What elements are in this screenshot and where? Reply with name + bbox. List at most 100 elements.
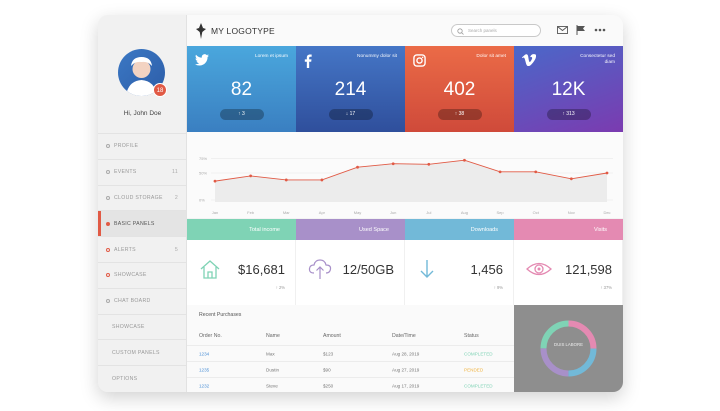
stat-change: ↑ 2% — [275, 285, 285, 290]
recent-purchases-table: Recent Purchases Order No. Name Amount D… — [187, 305, 514, 392]
card-change-badge: ↑ 3 — [219, 109, 264, 120]
stat-change: ↑ 9% — [493, 285, 503, 290]
cell-date: Aug 17, 2019 — [392, 383, 420, 388]
sidebar-item-chat-board[interactable]: CHAT BOARD — [98, 287, 186, 314]
x-tick-label: Jun — [390, 210, 396, 215]
col-header[interactable]: Order No. — [199, 333, 222, 339]
cell-amount: $250 — [323, 383, 334, 388]
order-link[interactable]: 1234 — [199, 351, 210, 356]
cell-name: Max — [266, 351, 275, 356]
status-badge: PENDED — [464, 367, 484, 372]
card-instagram[interactable]: Dolor sit amet 402 ↑ 38 — [405, 46, 514, 132]
sidebar-item-basic-panels[interactable]: BASIC PANELS — [98, 210, 186, 237]
y-tick-label: 0% — [199, 198, 205, 203]
card-description: Consectetur sed diam — [580, 54, 615, 65]
logo-text: MY LOGOTYPE — [211, 26, 275, 36]
sidebar-item-alerts[interactable]: ALERTS 5 — [98, 236, 186, 262]
sidebar-item-showcase-2[interactable]: SHOWCASE — [98, 313, 186, 340]
eye-icon — [526, 262, 552, 276]
order-link[interactable]: 1232 — [199, 383, 210, 388]
x-tick-label: Dec — [603, 210, 610, 215]
cell-name: Steve — [266, 383, 278, 388]
bullet-icon — [106, 144, 110, 149]
cloud-upload-icon — [308, 259, 332, 279]
y-tick-label: 75% — [199, 156, 207, 161]
flag-icon[interactable] — [576, 25, 586, 35]
logo-icon — [196, 23, 206, 39]
area-fill — [215, 160, 607, 202]
col-header[interactable]: Date/Time — [392, 333, 416, 339]
bullet-icon — [106, 170, 110, 175]
card-vimeo[interactable]: Consectetur sed diam 12K ↑ 313 — [514, 46, 623, 132]
sidebar-item-options[interactable]: OPTIONS — [98, 365, 186, 391]
table-row[interactable]: 1232 Steve $250 Aug 17, 2019 COMPLETED — [187, 377, 514, 392]
col-header[interactable]: Status — [464, 333, 479, 339]
cell-date: Aug 28, 2019 — [392, 351, 420, 356]
line-chart-svg: 75% 50% 0% Jan Feb Mar Apr May Jun Jul Aug Sep Oct No… — [199, 156, 613, 215]
notification-badge[interactable]: 18 — [153, 83, 167, 97]
donut-chart[interactable] — [514, 305, 623, 392]
table-row[interactable]: 1234 Max $123 Aug 28, 2019 COMPLETED — [187, 345, 514, 361]
stat-downloads[interactable]: 1,456 ↑ 9% — [405, 240, 514, 305]
col-header[interactable]: Amount — [323, 333, 341, 339]
data-point — [249, 174, 253, 178]
stat-header-visits: Visits — [514, 219, 623, 240]
x-tick-label: Apr — [319, 210, 326, 215]
x-tick-label: Nov — [568, 210, 575, 215]
sidebar-item-custom-panels[interactable]: CUSTOM PANELS — [98, 339, 186, 365]
card-description: Nonummy dolor sit — [357, 54, 397, 59]
card-twitter[interactable]: Lorem et ipsum 82 ↑ 3 — [187, 46, 296, 132]
data-point — [213, 179, 217, 183]
user-greeting: Hi, John Doe — [123, 110, 162, 117]
cell-date: Aug 27, 2019 — [392, 367, 420, 372]
table-row[interactable]: 1235 Dustin $90 Aug 27, 2019 PENDED — [187, 361, 514, 377]
order-link[interactable]: 1235 — [199, 367, 210, 372]
x-tick-label: Jan — [212, 210, 218, 215]
stat-used-space[interactable]: 12/50GB — [296, 240, 405, 305]
data-point — [498, 170, 502, 174]
data-point — [605, 171, 609, 175]
sidebar-item-events[interactable]: EVENTS 11 — [98, 158, 186, 185]
data-point — [534, 170, 538, 174]
donut-segment-blue — [540, 320, 597, 377]
y-tick-label: 50% — [199, 171, 207, 176]
card-change-badge: ↑ 313 — [546, 109, 591, 120]
stat-income[interactable]: $16,681 ↑ 2% — [187, 240, 296, 305]
card-change-badge: ↑ 38 — [437, 109, 482, 120]
table-header: Order No. Name Amount Date/Time Status — [187, 330, 514, 342]
stat-header-downloads: Downloads — [405, 219, 514, 240]
data-point — [427, 162, 431, 166]
social-cards: Lorem et ipsum 82 ↑ 3 Nonummy dolor sit … — [187, 46, 623, 132]
col-header[interactable]: Name — [266, 333, 280, 339]
sidebar-item-profile[interactable]: PROFILE — [98, 133, 186, 159]
logo[interactable]: MY LOGOTYPE — [195, 23, 275, 39]
twitter-icon — [195, 54, 209, 66]
x-tick-label: Sep — [497, 210, 505, 215]
dashboard-window: 18 Hi, John Doe PROFILE EVENTS 11 CLOUD S… — [98, 15, 623, 392]
events-count: 11 — [172, 169, 178, 176]
sidebar-item-showcase[interactable]: SHOWCASE — [98, 261, 186, 288]
stat-visits[interactable]: 121,598 ↑ 37% — [514, 240, 623, 305]
card-description: Dolor sit amet — [476, 54, 506, 59]
mail-icon[interactable] — [557, 26, 568, 34]
card-facebook[interactable]: Nonummy dolor sit 214 ↓ 17 — [296, 46, 405, 132]
sidebar-item-cloud-storage[interactable]: CLOUD STORAGE 2 — [98, 184, 186, 211]
status-badge: COMPLETED — [464, 383, 493, 388]
cell-amount: $90 — [323, 367, 331, 372]
search-input[interactable]: Search panels — [451, 24, 541, 37]
card-value: 82 — [230, 79, 253, 100]
top-icons — [557, 25, 606, 35]
sidebar: 18 Hi, John Doe PROFILE EVENTS 11 CLOUD S… — [98, 15, 187, 392]
card-value: 12K — [551, 79, 586, 100]
more-icon[interactable] — [594, 28, 606, 32]
facebook-icon — [304, 54, 312, 68]
data-point — [569, 177, 573, 181]
avatar[interactable] — [118, 49, 165, 96]
data-point — [463, 158, 466, 162]
series-line — [214, 159, 608, 182]
download-arrow-icon — [420, 260, 434, 278]
stat-panels: $16,681 ↑ 2% 12/50GB 1,456 ↑ 9% 121,598 … — [187, 240, 623, 305]
stat-header-income: Total income — [187, 219, 296, 240]
data-point — [284, 178, 288, 182]
stat-value: $16,681 — [238, 262, 285, 277]
